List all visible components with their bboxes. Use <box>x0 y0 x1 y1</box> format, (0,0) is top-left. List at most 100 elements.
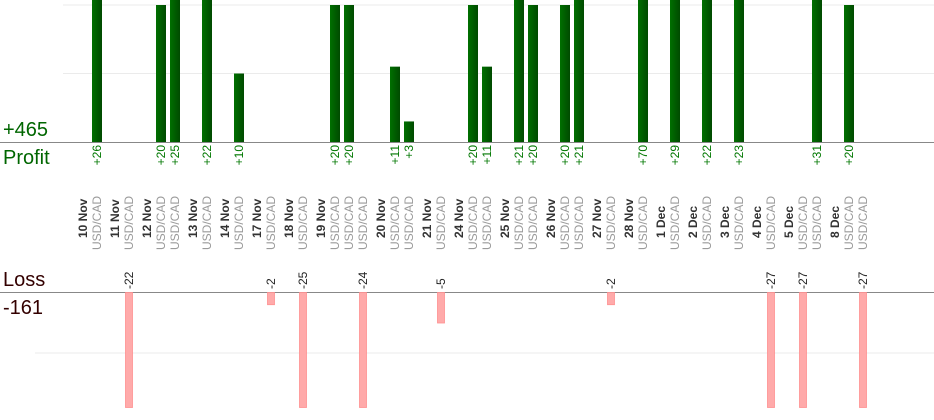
profit-bar <box>528 5 538 142</box>
loss-label: Loss <box>3 269 45 291</box>
pair-label: USD/CAD <box>526 196 540 250</box>
loss-total: -161 <box>3 297 43 319</box>
pair-label: USD/CAD <box>668 196 682 250</box>
pair-label: USD/CAD <box>296 196 310 250</box>
profit-value-label: +22 <box>700 145 714 166</box>
loss-value-label: -5 <box>434 278 448 289</box>
pair-label: USD/CAD <box>434 196 448 250</box>
loss-bar <box>767 292 775 408</box>
date-label: 21 Nov <box>420 198 434 238</box>
pair-label: USD/CAD <box>732 196 746 250</box>
pair-label: USD/CAD <box>636 196 650 250</box>
profit-value-label: +31 <box>810 145 824 166</box>
pair-label: USD/CAD <box>122 196 136 250</box>
pair-label: USD/CAD <box>480 196 494 250</box>
pair-label: USD/CAD <box>558 196 572 250</box>
profit-bar <box>330 5 340 142</box>
pair-label: USD/CAD <box>200 196 214 250</box>
date-label: 13 Nov <box>186 198 200 238</box>
profit-bar <box>468 5 478 142</box>
pair-label: USD/CAD <box>154 196 168 250</box>
date-label: 2 Dec <box>686 206 700 238</box>
loss-value-label: -27 <box>764 271 778 289</box>
date-label: 14 Nov <box>218 198 232 238</box>
loss-bar <box>299 292 307 408</box>
profit-bar <box>344 5 354 142</box>
loss-bar <box>267 292 275 306</box>
date-label: 24 Nov <box>452 198 466 238</box>
date-label: 26 Nov <box>544 198 558 238</box>
profit-value-label: +20 <box>558 145 572 166</box>
profit-value-label: +11 <box>480 145 494 165</box>
pair-label: USD/CAD <box>764 196 778 250</box>
pair-label: USD/CAD <box>796 196 810 250</box>
pair-label: USD/CAD <box>168 196 182 250</box>
profit-value-label: +20 <box>154 145 168 166</box>
date-label: 11 Nov <box>108 199 122 238</box>
loss-value-label: -22 <box>122 271 136 289</box>
loss-bar <box>437 292 445 324</box>
profit-bar <box>574 0 584 142</box>
pair-label: USD/CAD <box>466 196 480 250</box>
loss-bar <box>607 292 615 306</box>
profit-value-label: +29 <box>668 145 682 166</box>
date-label: 1 Dec <box>654 206 668 238</box>
profit-bar <box>812 0 822 142</box>
profit-bar <box>638 0 648 142</box>
profit-bar <box>734 0 744 142</box>
date-label: 3 Dec <box>718 206 732 238</box>
loss-value-label: -2 <box>264 278 278 289</box>
date-label: 5 Dec <box>782 206 796 238</box>
date-label: 17 Nov <box>250 198 264 238</box>
profit-bar <box>844 5 854 142</box>
pair-label: USD/CAD <box>842 196 856 250</box>
date-label: 10 Nov <box>76 198 90 238</box>
loss-value-label: -24 <box>356 271 370 289</box>
pair-label: USD/CAD <box>232 196 246 250</box>
pair-label: USD/CAD <box>572 196 586 250</box>
pair-label: USD/CAD <box>512 196 526 250</box>
profit-label: Profit <box>3 147 50 169</box>
date-label: 25 Nov <box>498 198 512 238</box>
date-label: 28 Nov <box>622 198 636 238</box>
pair-label: USD/CAD <box>388 196 402 250</box>
profit-value-label: +20 <box>466 145 480 166</box>
loss-value-label: -25 <box>296 271 310 289</box>
profit-value-label: +21 <box>512 145 526 166</box>
profit-value-label: +26 <box>90 145 104 166</box>
loss-value-label: -2 <box>604 278 618 289</box>
profit-value-label: +20 <box>328 145 342 166</box>
profit-bar <box>234 73 244 142</box>
date-label: 18 Nov <box>282 198 296 238</box>
pair-label: USD/CAD <box>856 196 870 250</box>
loss-bar <box>359 292 367 408</box>
profit-value-label: +21 <box>572 145 586 166</box>
pair-label: USD/CAD <box>328 196 342 250</box>
pair-label: USD/CAD <box>402 196 416 250</box>
pair-label: USD/CAD <box>90 196 104 250</box>
profit-value-label: +23 <box>732 145 746 166</box>
pair-label: USD/CAD <box>810 196 824 250</box>
pair-label: USD/CAD <box>700 196 714 250</box>
date-label: 19 Nov <box>314 198 328 238</box>
profit-bar <box>390 66 400 142</box>
date-label: 8 Dec <box>828 206 842 238</box>
profit-total: +465 <box>3 119 48 141</box>
pair-label: USD/CAD <box>604 196 618 250</box>
profit-bar <box>560 5 570 142</box>
profit-value-label: +22 <box>200 145 214 166</box>
date-label: 20 Nov <box>374 198 388 238</box>
profit-value-label: +10 <box>232 145 246 166</box>
profit-value-label: +11 <box>388 145 402 165</box>
profit-value-label: +25 <box>168 145 182 166</box>
pair-label: USD/CAD <box>264 196 278 250</box>
profit-bar <box>404 121 414 142</box>
pair-label: USD/CAD <box>356 196 370 250</box>
profit-bar <box>670 0 680 142</box>
date-label: 27 Nov <box>590 198 604 238</box>
profit-value-label: +20 <box>342 145 356 166</box>
pair-label: USD/CAD <box>342 196 356 250</box>
profit-value-label: +70 <box>636 145 650 166</box>
profit-value-label: +20 <box>842 145 856 166</box>
